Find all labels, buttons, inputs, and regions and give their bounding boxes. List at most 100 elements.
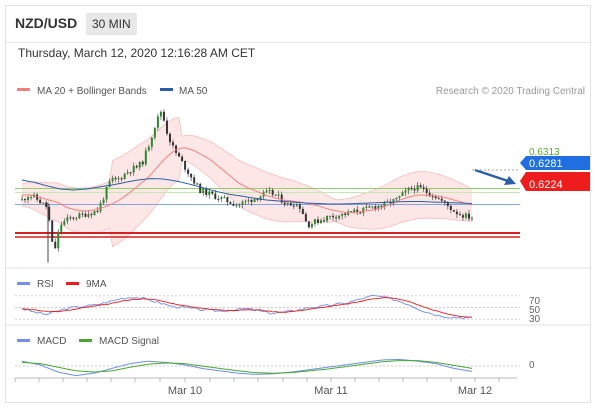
candle-body <box>277 194 280 196</box>
candle-body <box>298 204 301 209</box>
candle-body <box>271 189 274 195</box>
candle-body <box>78 213 81 219</box>
current-price-tag: 0.6281 <box>520 156 590 170</box>
candle-body <box>374 206 377 209</box>
candle-body <box>283 202 286 205</box>
candle-body <box>310 223 313 228</box>
candle-body <box>223 197 226 199</box>
timeframe-badge[interactable]: 30 MIN <box>86 13 137 35</box>
candle-body <box>292 205 295 207</box>
candle-body <box>313 219 316 224</box>
candle-body <box>286 203 289 205</box>
candle-body <box>404 190 407 193</box>
candle-body <box>51 220 54 242</box>
candle-body <box>138 161 141 168</box>
candle-body <box>144 150 147 165</box>
ma20-legend-swatch <box>17 88 30 91</box>
x-axis-ticks <box>14 378 500 382</box>
candle-body <box>250 199 253 203</box>
candle-body <box>205 188 208 195</box>
candle-body <box>111 177 114 182</box>
candle-body <box>141 161 144 165</box>
candle-body <box>156 116 159 128</box>
candle-body <box>347 211 350 215</box>
candle-body <box>368 206 371 208</box>
candle-body <box>265 190 268 193</box>
candle-body <box>162 111 165 121</box>
candle-body <box>238 204 241 206</box>
candle-body <box>452 210 455 212</box>
rsi-tick-50: 50 <box>529 305 541 316</box>
candle-body <box>323 220 326 222</box>
candle-body <box>60 224 63 232</box>
rsi-ma-line <box>21 297 472 318</box>
candle-body <box>105 186 108 200</box>
rsi-line <box>21 294 473 320</box>
candle-body <box>253 198 256 203</box>
candle-body <box>326 215 329 221</box>
candle-body <box>21 199 23 201</box>
candle-body <box>377 205 380 209</box>
candle-body <box>413 189 416 191</box>
candle-body <box>90 214 93 216</box>
candle-body <box>57 231 60 249</box>
support-price-tag-shape <box>520 172 590 191</box>
candle-body <box>187 169 190 174</box>
candle-body <box>69 217 72 219</box>
ma20-line <box>22 147 473 213</box>
bollinger-upper-line <box>21 117 473 201</box>
candle-body <box>126 172 129 174</box>
rsi-ma-legend-label: 9MA <box>86 279 107 290</box>
rsi-tick-70: 70 <box>529 296 541 307</box>
candle-body <box>380 205 383 207</box>
candle-body <box>114 177 117 180</box>
candle-body <box>443 200 446 202</box>
forecast-arrow-shaft <box>474 168 509 183</box>
candle-body <box>229 202 232 204</box>
candle-body <box>147 146 150 151</box>
candle-body <box>332 215 335 218</box>
candle-body <box>232 203 235 206</box>
candle-body <box>301 208 304 215</box>
macd-panel <box>15 358 520 377</box>
candle-body <box>371 206 374 208</box>
current-price-tag-shape <box>520 156 590 170</box>
candle-body <box>235 205 238 207</box>
candle-body <box>132 165 135 173</box>
macd-legend-swatch <box>17 339 30 342</box>
chart-header: NZD/USD 30 MIN <box>6 6 590 43</box>
candle-body <box>99 203 102 212</box>
candle-body <box>455 211 458 215</box>
currency-pair-title: NZD/USD <box>15 15 78 31</box>
candle-body <box>172 142 175 146</box>
candle-body <box>226 197 229 203</box>
support-price-tag: 0.6224 <box>520 172 590 191</box>
ma50-legend-label: MA 50 <box>179 86 208 97</box>
research-credit: Research © 2020 Trading Central <box>436 86 585 97</box>
candle-body <box>416 185 419 191</box>
candle-body <box>217 198 220 200</box>
rsi-legend-swatch <box>17 282 30 285</box>
candle-body <box>241 201 244 205</box>
candle-body <box>193 177 196 184</box>
candle-body <box>39 199 42 204</box>
macd-tick-0: 0 <box>529 360 535 371</box>
candle-body <box>274 194 277 196</box>
x-tick-label-mar11: Mar 11 <box>314 385 347 397</box>
candle-body <box>458 214 461 216</box>
candle-body <box>461 215 464 218</box>
candle-body <box>117 178 120 180</box>
candle-body <box>431 196 434 198</box>
candle-body <box>464 213 467 218</box>
candle-body <box>190 173 193 178</box>
candle-body <box>419 185 422 188</box>
candle-body <box>24 199 27 201</box>
candle-body <box>27 197 30 200</box>
candle-body <box>341 213 344 216</box>
candle-body <box>395 197 398 200</box>
candle-body <box>247 199 250 201</box>
candle-body <box>184 161 187 170</box>
candle-body <box>196 183 199 185</box>
candle-body <box>344 213 347 215</box>
candle-body <box>181 156 184 162</box>
